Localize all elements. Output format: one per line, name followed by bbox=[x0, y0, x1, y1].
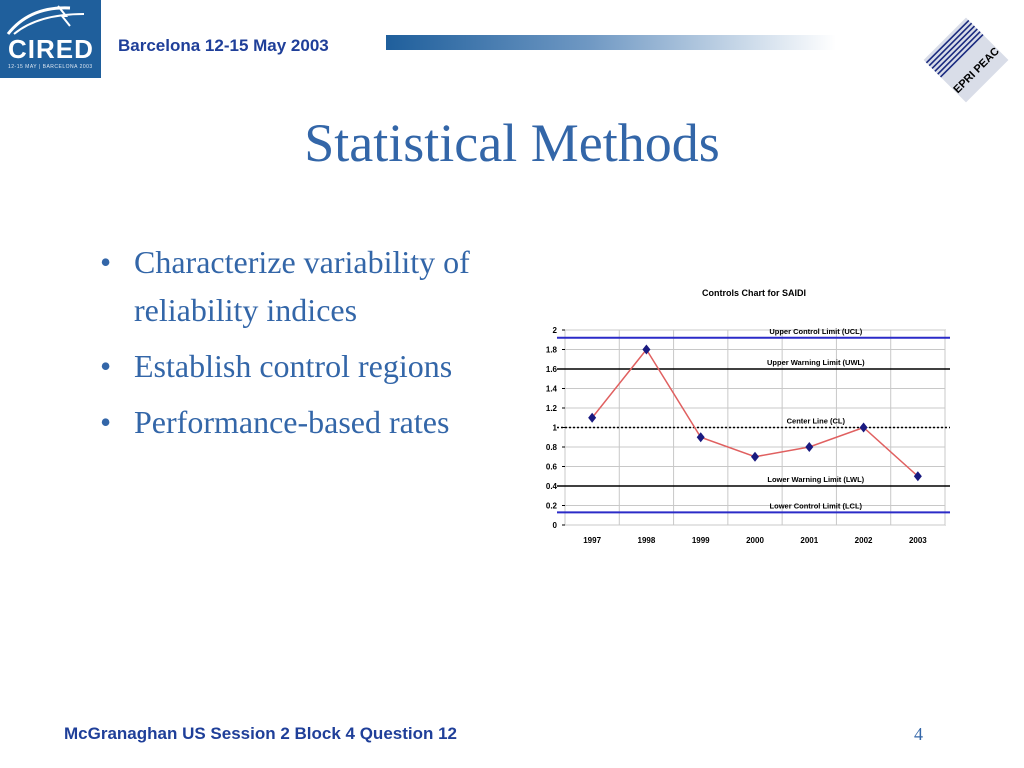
slide-title: Statistical Methods bbox=[304, 113, 720, 173]
y-tick-label: 0.8 bbox=[546, 443, 558, 452]
cired-logo-subtext: 12-15 MAY | BARCELONA 2003 bbox=[8, 64, 93, 70]
page-number: 4 bbox=[914, 724, 923, 744]
y-tick-label: 0 bbox=[553, 521, 558, 530]
reference-line-label: Upper Control Limit (UCL) bbox=[769, 327, 862, 336]
reference-line-label: Upper Warning Limit (UWL) bbox=[767, 358, 865, 367]
data-point bbox=[859, 422, 868, 433]
data-point bbox=[913, 471, 922, 482]
y-tick-label: 1 bbox=[553, 424, 558, 433]
x-tick-label: 1998 bbox=[638, 536, 656, 545]
reference-line-label: Center Line (CL) bbox=[787, 417, 846, 426]
bullet-list: • Characterize variability of reliability… bbox=[100, 238, 470, 454]
x-axis: 1997 1998 1999 2000 2001 2002 2003 bbox=[583, 536, 927, 545]
bullet-dot-icon: • bbox=[100, 348, 112, 384]
cired-logo-text: CIRED bbox=[8, 34, 94, 64]
y-tick-label: 1.8 bbox=[546, 346, 558, 355]
y-tick-label: 2 bbox=[553, 326, 558, 335]
y-tick-label: 0.6 bbox=[546, 463, 558, 472]
event-header: Barcelona 12-15 May 2003 bbox=[118, 36, 329, 55]
lightning-arc-icon bbox=[6, 5, 85, 35]
control-chart: Controls Chart for SAIDI Upper Control L… bbox=[546, 288, 950, 545]
data-series bbox=[588, 344, 922, 482]
y-tick-label: 1.4 bbox=[546, 385, 558, 394]
bullet-text: Characterize variability of reliability … bbox=[134, 244, 470, 328]
data-point bbox=[805, 442, 814, 452]
reference-line-label: Lower Warning Limit (LWL) bbox=[767, 475, 864, 484]
x-tick-label: 1997 bbox=[583, 536, 601, 545]
y-axis: 2 1.8 1.6 1.4 1.2 1 0.8 0.6 0.4 0.2 0 bbox=[546, 326, 565, 530]
data-point bbox=[751, 451, 759, 462]
bullet-item: • Characterize variability of reliability… bbox=[100, 238, 470, 334]
y-tick-label: 1.2 bbox=[546, 404, 558, 413]
x-tick-label: 2000 bbox=[746, 536, 764, 545]
x-tick-label: 1999 bbox=[692, 536, 710, 545]
reference-lines: Upper Control Limit (UCL) Upper Warning L… bbox=[557, 327, 950, 514]
epri-peac-logo: EPRI PEAC bbox=[923, 17, 1009, 103]
cired-logo: CIRED 12-15 MAY | BARCELONA 2003 bbox=[0, 0, 101, 78]
reference-line-label: Lower Control Limit (LCL) bbox=[770, 501, 863, 510]
data-point bbox=[642, 344, 651, 355]
bullet-dot-icon: • bbox=[100, 404, 112, 440]
bullet-text: Establish control regions bbox=[134, 348, 453, 384]
x-tick-label: 2001 bbox=[800, 536, 818, 545]
x-tick-label: 2003 bbox=[909, 536, 927, 545]
x-tick-label: 2002 bbox=[855, 536, 873, 545]
bullet-dot-icon: • bbox=[100, 244, 112, 280]
bullet-text: Performance-based rates bbox=[134, 404, 450, 440]
header-gradient-bar bbox=[386, 35, 836, 50]
data-point bbox=[588, 412, 597, 423]
chart-title: Controls Chart for SAIDI bbox=[702, 288, 806, 298]
bullet-item: • Establish control regions bbox=[100, 342, 470, 390]
bullet-item: • Performance-based rates bbox=[100, 398, 470, 446]
data-point bbox=[696, 432, 705, 443]
footer-session-text: McGranaghan US Session 2 Block 4 Questio… bbox=[64, 724, 458, 743]
y-tick-label: 0.2 bbox=[546, 502, 558, 511]
y-tick-label: 1.6 bbox=[546, 365, 558, 374]
y-tick-label: 0.4 bbox=[546, 482, 558, 491]
